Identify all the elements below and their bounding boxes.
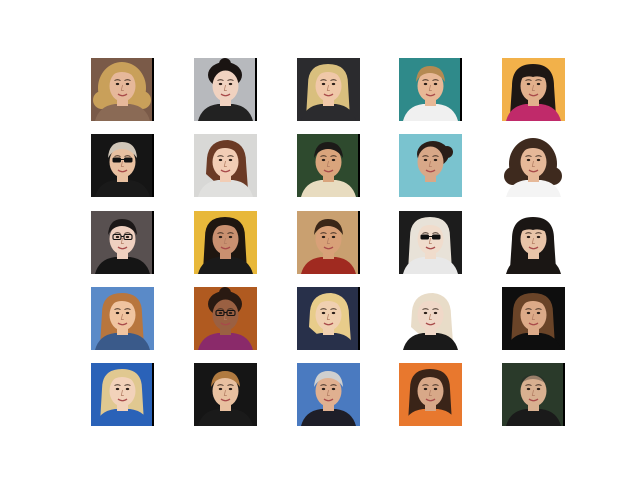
tile-edge-divider <box>152 210 154 274</box>
face-image <box>296 58 360 121</box>
face-thumbnail-r3-c1 <box>91 210 154 274</box>
face-thumbnail-r3-c4 <box>399 210 463 274</box>
face-thumbnail-r1-c4 <box>399 58 463 121</box>
face-image <box>399 286 463 350</box>
tile-edge-divider <box>357 210 360 274</box>
face-image <box>399 210 463 274</box>
face-image <box>502 210 565 274</box>
face-image <box>193 286 257 350</box>
face-thumbnail-r4-c3 <box>296 286 360 350</box>
tile-edge-divider <box>460 58 463 121</box>
face-image <box>296 363 360 426</box>
face-image <box>502 363 565 426</box>
face-image <box>296 134 360 198</box>
face-thumbnail-r1-c1 <box>91 58 154 121</box>
face-thumbnail-r5-c4 <box>399 363 463 426</box>
face-image <box>193 210 257 274</box>
tile-edge-divider <box>152 134 154 198</box>
face-thumbnail-r4-c2 <box>193 286 257 350</box>
face-thumbnail-r3-c3 <box>296 210 360 274</box>
face-thumbnail-r1-c2 <box>193 58 257 121</box>
face-image <box>502 286 565 350</box>
tile-edge-divider <box>254 58 257 121</box>
tile-edge-divider <box>357 286 360 350</box>
face-thumbnail-r4-c5 <box>502 286 565 350</box>
tile-edge-divider <box>152 58 154 121</box>
image-grid <box>91 58 565 426</box>
face-image <box>91 210 154 274</box>
face-thumbnail-r4-c4 <box>399 286 463 350</box>
tile-edge-divider <box>152 363 154 426</box>
face-thumbnail-r5-c5 <box>502 363 565 426</box>
face-image <box>399 134 463 198</box>
face-image <box>502 58 565 121</box>
face-thumbnail-r5-c3 <box>296 363 360 426</box>
face-image <box>296 286 360 350</box>
tile-edge-divider <box>357 134 360 198</box>
face-thumbnail-r1-c3 <box>296 58 360 121</box>
face-thumbnail-r2-c2 <box>193 134 257 198</box>
face-image <box>399 58 463 121</box>
face-image <box>296 210 360 274</box>
face-image <box>91 363 154 426</box>
face-image <box>193 363 257 426</box>
face-thumbnail-r3-c5 <box>502 210 565 274</box>
face-image <box>91 58 154 121</box>
face-image <box>91 286 154 350</box>
face-thumbnail-r5-c1 <box>91 363 154 426</box>
face-thumbnail-r4-c1 <box>91 286 154 350</box>
face-thumbnail-r2-c4 <box>399 134 463 198</box>
face-thumbnail-r2-c5 <box>502 134 565 198</box>
face-thumbnail-r5-c2 <box>193 363 257 426</box>
face-thumbnail-r2-c3 <box>296 134 360 198</box>
face-thumbnail-r1-c5 <box>502 58 565 121</box>
face-image <box>399 363 463 426</box>
face-thumbnail-r2-c1 <box>91 134 154 198</box>
tile-edge-divider <box>563 363 565 426</box>
face-image <box>193 134 257 198</box>
face-image <box>91 134 154 198</box>
face-thumbnail-r3-c2 <box>193 210 257 274</box>
face-image <box>193 58 257 121</box>
face-image <box>502 134 565 198</box>
